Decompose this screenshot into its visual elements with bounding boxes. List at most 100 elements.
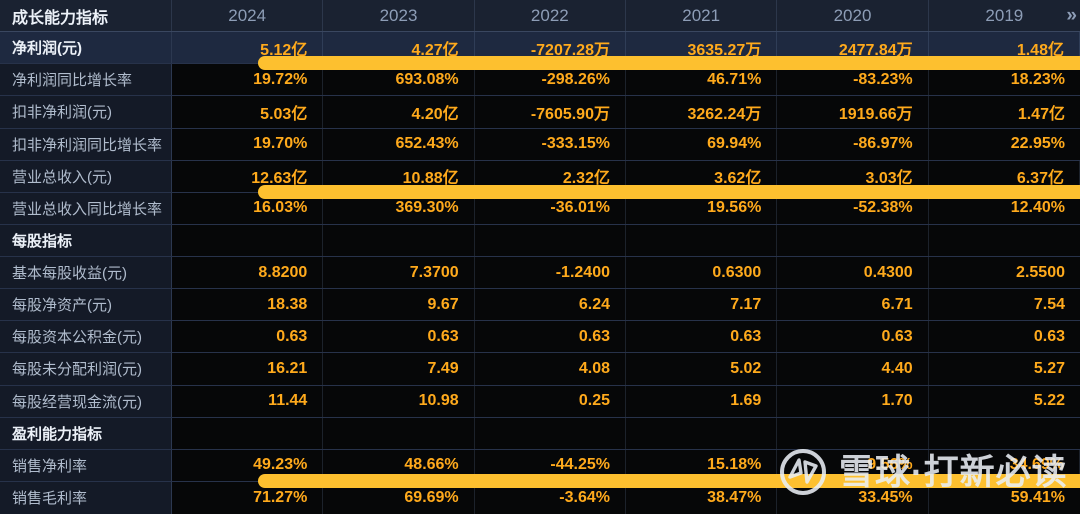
cell-value: 0.63 (172, 321, 324, 353)
cell-value: 0.6300 (626, 257, 778, 289)
cell-value: 38.47% (626, 481, 778, 514)
cell-value: 16.21 (172, 353, 324, 385)
row-label: 扣非净利润(元) (0, 96, 172, 128)
cell-value: 0.63 (626, 321, 778, 353)
cell-value: 18.38 (172, 289, 324, 321)
row-label: 净利润(元) (0, 32, 172, 64)
table-row[interactable]: 销售净利率 49.23% 48.66% -44.25% 15.18% 9.56% 34.69… (0, 449, 1080, 488)
cell-value: 9.67 (323, 289, 475, 321)
cell-value: 6.71 (777, 289, 929, 321)
cell-value: 0.25 (475, 385, 626, 417)
cell-value: 7.17 (626, 289, 778, 321)
table-row[interactable]: 净利润同比增长率 19.72% 693.08% -298.26% 46.71% -83.2… (0, 64, 1080, 97)
more-years-chevron-icon[interactable]: » (1066, 4, 1076, 26)
section-header-row[interactable]: 每股指标 (0, 224, 1080, 257)
cell-value: 0.63 (475, 321, 626, 353)
cell-value: 33.45% (777, 481, 929, 514)
cell-value: 6.37亿 (929, 160, 1080, 192)
table-header-row: 成长能力指标 2024 2023 2022 2021 2020 2019 » (0, 0, 1080, 33)
row-label: 净利润同比增长率 (0, 64, 172, 96)
cell-value: 5.27 (1033, 359, 1065, 377)
cell-value: -7605.90万 (475, 96, 626, 128)
cell-value: 12.63亿 (172, 160, 324, 192)
highlight-bar (258, 56, 1080, 71)
table-row[interactable]: 每股资本公积金(元) 0.63 0.63 0.63 0.63 0.63 0.63 (0, 321, 1080, 354)
row-label: 销售毛利率 (0, 481, 172, 514)
cell-value: 10.88亿 (323, 160, 475, 192)
cell-value (626, 417, 778, 449)
cell-value: -44.25% (475, 449, 626, 481)
row-label: 扣非净利润同比增长率 (0, 128, 172, 160)
row-label: 销售净利率 (0, 449, 172, 481)
row-label: 每股经营现金流(元) (0, 385, 172, 417)
cell-value: 5.12亿 (172, 32, 324, 64)
year-label: 2020 (833, 5, 872, 25)
cell-value (475, 417, 626, 449)
cell-value: 6.24 (475, 289, 626, 321)
cell-value: -298.26% (475, 64, 626, 96)
table-row[interactable]: 每股经营现金流(元) 11.44 10.98 0.25 1.69 1.70 5.22 (0, 385, 1080, 418)
cell-value (777, 417, 929, 449)
cell-value: 1.69 (626, 385, 778, 417)
cell-value: 7.49 (323, 353, 475, 385)
cell-value (929, 418, 1080, 449)
cell-value: 2.5500 (1016, 263, 1065, 281)
cell-value: 19.70% (172, 128, 324, 160)
cell-value: 2.32亿 (475, 160, 626, 192)
table-row[interactable]: 营业总收入同比增长率 16.03% 369.30% -36.01% 19.56% -52.… (0, 192, 1080, 225)
cell-value: 19.56% (626, 192, 778, 224)
cell-value (626, 224, 778, 256)
cell-value: -333.15% (475, 128, 626, 160)
cell-value: 59.41% (1010, 488, 1065, 506)
row-label: 营业总收入(元) (0, 160, 172, 192)
table-row[interactable]: 每股未分配利润(元) 16.21 7.49 4.08 5.02 4.40 5.27 (0, 353, 1080, 386)
cell-value: 19.72% (172, 64, 324, 96)
row-label: 盈利能力指标 (0, 417, 172, 449)
cell-value: 3635.27万 (626, 32, 778, 64)
cell-value: 3262.24万 (626, 96, 778, 128)
cell-value: 34.69% (929, 449, 1080, 481)
cell-value: 4.27亿 (323, 32, 475, 64)
row-label: 每股未分配利润(元) (0, 353, 172, 385)
cell-value: -1.2400 (475, 257, 626, 289)
cell-value: 69.69% (323, 481, 475, 514)
cell-value: 46.71% (626, 64, 778, 96)
cell-value: 3.03亿 (777, 160, 929, 192)
cell-value: 0.63 (323, 321, 475, 353)
cell-value: -36.01% (475, 192, 626, 224)
cell-value: 7.54 (1033, 295, 1065, 313)
section-header-row[interactable]: 盈利能力指标 (0, 417, 1080, 450)
table-row[interactable]: 净利润(元) 5.12亿 4.27亿 -7207.28万 3635.27万 2477.84… (0, 32, 1080, 71)
cell-value: 1919.66万 (777, 96, 929, 128)
cell-value (475, 224, 626, 256)
table-row[interactable]: 扣非净利润(元) 5.03亿 4.20亿 -7605.90万 3262.24万 1919.… (0, 96, 1080, 129)
year-label: 2023 (379, 5, 418, 25)
year-label: 2019 (985, 5, 1024, 25)
cell-value: 0.4300 (777, 257, 929, 289)
cell-value: 369.30% (323, 192, 475, 224)
cell-value: 5.22 (1033, 392, 1065, 410)
cell-value: 4.08 (475, 353, 626, 385)
table-row[interactable]: 扣非净利润同比增长率 19.70% 652.43% -333.15% 69.94% -86… (0, 128, 1080, 161)
row-label: 每股净资产(元) (0, 289, 172, 321)
table-row[interactable]: 每股净资产(元) 18.38 9.67 6.24 7.17 6.71 7.54 (0, 289, 1080, 322)
cell-value: 22.95% (1010, 135, 1065, 153)
year-label: 2024 (228, 5, 267, 25)
cell-value: 0.63 (777, 321, 929, 353)
table-row[interactable]: 基本每股收益(元) 8.8200 7.3700 -1.2400 0.6300 0.4300… (0, 257, 1080, 290)
column-header-2024: 2024 (172, 0, 324, 32)
table-row[interactable]: 销售毛利率 71.27% 69.69% -3.64% 38.47% 33.45% 59.41… (0, 481, 1080, 514)
cell-value: 0.63 (1033, 327, 1065, 345)
cell-value: 69.94% (626, 128, 778, 160)
cell-value: -86.97% (777, 128, 929, 160)
table-row[interactable]: 营业总收入(元) 12.63亿 10.88亿 2.32亿 3.62亿 3.03亿 6.37亿 (0, 160, 1080, 199)
row-label: 营业总收入同比增长率 (0, 192, 172, 224)
cell-value: 10.98 (323, 385, 475, 417)
cell-value: -83.23% (777, 64, 929, 96)
column-header-2023: 2023 (323, 0, 475, 32)
row-label: 每股指标 (0, 224, 172, 256)
cell-value: 693.08% (323, 64, 475, 96)
year-label: 2022 (530, 5, 569, 25)
cell-value: 1.48亿 (929, 32, 1080, 64)
